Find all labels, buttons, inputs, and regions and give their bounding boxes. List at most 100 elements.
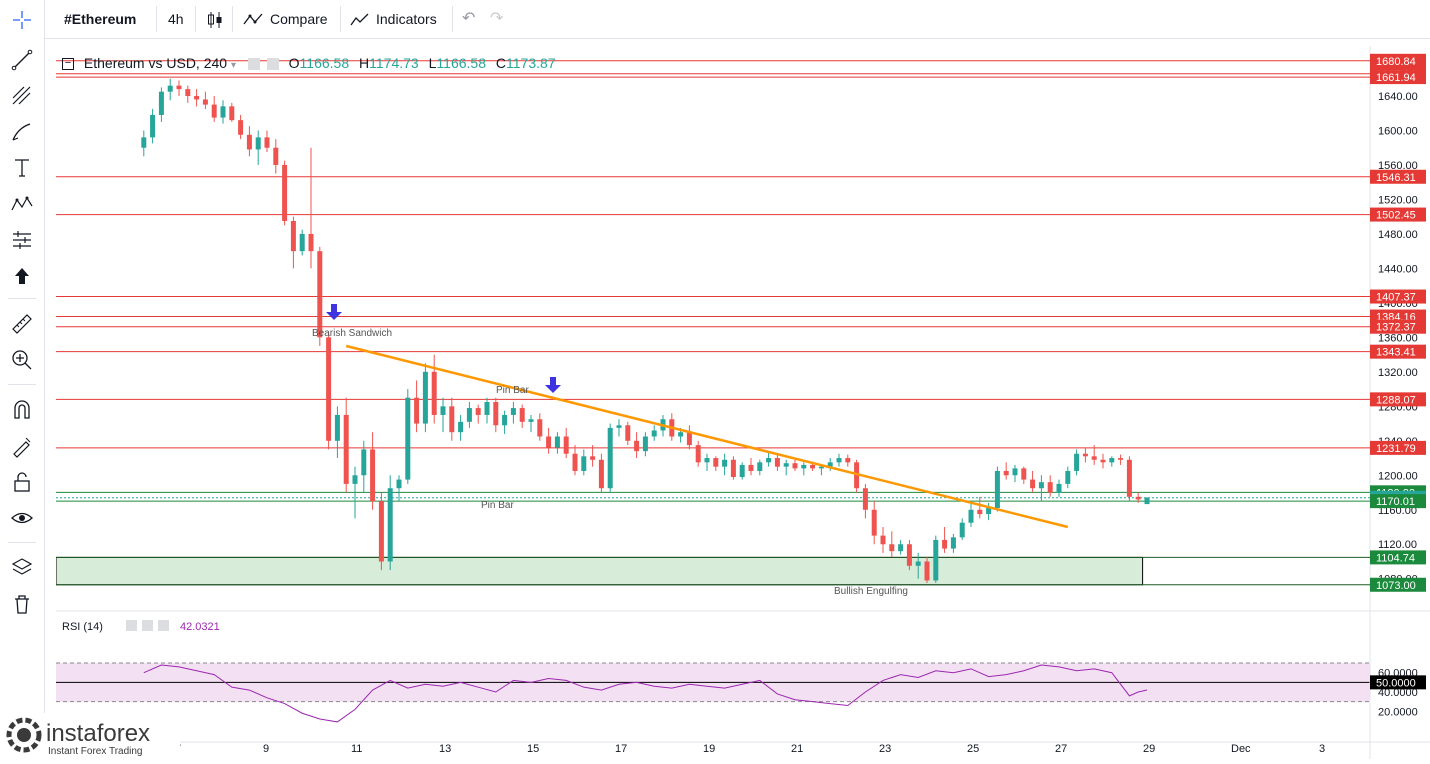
candle-body [942,539,948,549]
candle-body [141,137,147,148]
rsi-tick-label: 20.0000 [1378,706,1418,718]
candle-body [774,458,780,467]
time-tick-label: 27 [1055,743,1067,755]
sidebar-divider [8,384,36,385]
candle-body [581,456,587,471]
indicators-button[interactable]: Indicators [350,0,437,38]
resistance-price-label-bg [1370,53,1426,68]
rsi-legend-value: 42.0321 [180,621,220,633]
magnet-icon[interactable] [10,398,34,422]
trash-icon[interactable] [10,592,34,616]
sidebar-divider [8,542,36,543]
legend-title[interactable]: Ethereum vs USD, 240 [83,55,228,71]
candle-body [387,488,393,562]
interval-button[interactable]: 4h [168,11,184,27]
resistance-price-label-bg [1370,169,1426,184]
candle-body [229,106,235,121]
lock-icon[interactable] [10,470,34,494]
logo-mark: instaforex Instant Forex Trading [0,713,180,759]
candle-body [757,462,763,471]
resistance-price-label: 1343.41 [1376,347,1416,359]
indicators-label: Indicators [376,11,437,27]
text-icon[interactable] [10,156,34,180]
price-tick-label: 1200.00 [1378,470,1418,482]
candle-body [625,425,631,441]
candle-body [748,464,754,471]
candle-body [1091,456,1097,460]
candle-body [449,406,455,433]
resistance-price-label-bg [1370,392,1426,407]
candle-body [176,85,182,90]
candle-body [502,414,508,426]
price-tick-label: 1320.00 [1378,367,1418,379]
candle-body [326,337,332,441]
chevron-down-icon[interactable]: ▾ [230,60,236,71]
collapse-icon[interactable]: − [62,58,74,71]
candle-body [308,233,314,252]
candle-body [220,106,226,118]
redo-icon[interactable]: ↷ [490,10,504,27]
trend-line-icon[interactable] [10,48,34,72]
candle-body [906,544,912,566]
candle-body [792,463,798,469]
price-tick-label: 1600.00 [1378,125,1418,137]
candle-body [704,458,710,463]
candle-body [1082,453,1088,457]
candle-body [202,99,208,105]
prediction-icon[interactable] [10,228,34,252]
candle-body [950,537,956,549]
candle-body [194,96,200,100]
time-tick-label: Dec [1231,743,1251,755]
resistance-price-label: 1502.45 [1376,210,1416,222]
pattern-icon[interactable] [10,192,34,216]
symbol-search[interactable]: #Ethereum [64,11,137,27]
eye-icon[interactable] [10,506,34,530]
layers-icon[interactable] [10,556,34,580]
price-tick-label: 1480.00 [1378,229,1418,241]
candle-body [299,233,305,252]
time-tick-label: 19 [703,743,715,755]
price-tick-label: 1520.00 [1378,194,1418,206]
candle-body [616,425,622,428]
resistance-price-label-bg [1370,344,1426,359]
arrow-up-icon[interactable] [10,264,34,288]
candle-body [1038,482,1044,489]
rsi-settings-icon [126,620,137,631]
candle-body [1030,479,1036,489]
price-tick-label: 1640.00 [1378,91,1418,103]
candle-body [150,114,156,138]
candle-body [246,134,252,150]
price-tick-label: 1440.00 [1378,263,1418,275]
candle-body [845,458,851,463]
price-tick-label: 1360.00 [1378,332,1418,344]
candle-body [889,544,895,552]
compare-button[interactable]: Compare [242,0,328,38]
drawing-toolbar [0,0,45,759]
candle-body [493,402,499,426]
brush-icon[interactable] [10,120,34,144]
rsi-tick-label: 40.0000 [1378,687,1418,699]
candle-body [642,436,648,452]
gear-icon[interactable] [266,58,279,71]
time-tick-label: 17 [615,743,627,755]
sidebar-divider [8,298,36,299]
candle-body [282,164,288,221]
candle-type-button[interactable] [206,0,224,38]
toolbar-divider [232,6,233,32]
rsi-mid-label-bg [1370,675,1426,690]
support-price-label-bg [1370,494,1426,509]
trend-line [345,344,1069,529]
zoom-in-icon[interactable] [10,348,34,372]
fib-tools-icon[interactable] [10,84,34,108]
undo-icon[interactable]: ↶ [462,10,476,27]
candle-body [1109,458,1115,463]
toolbar-divider [452,6,453,32]
crosshair-icon[interactable] [10,8,34,32]
ruler-icon[interactable] [10,312,34,336]
candle-body [871,509,877,536]
settings-icon[interactable] [247,58,260,71]
stay-drawing-icon[interactable] [10,434,34,458]
arrow-down-icon [326,304,342,320]
price-chart[interactable]: 1080.001120.001160.001200.001240.001280.… [56,46,1430,759]
candle-body [1074,453,1080,471]
